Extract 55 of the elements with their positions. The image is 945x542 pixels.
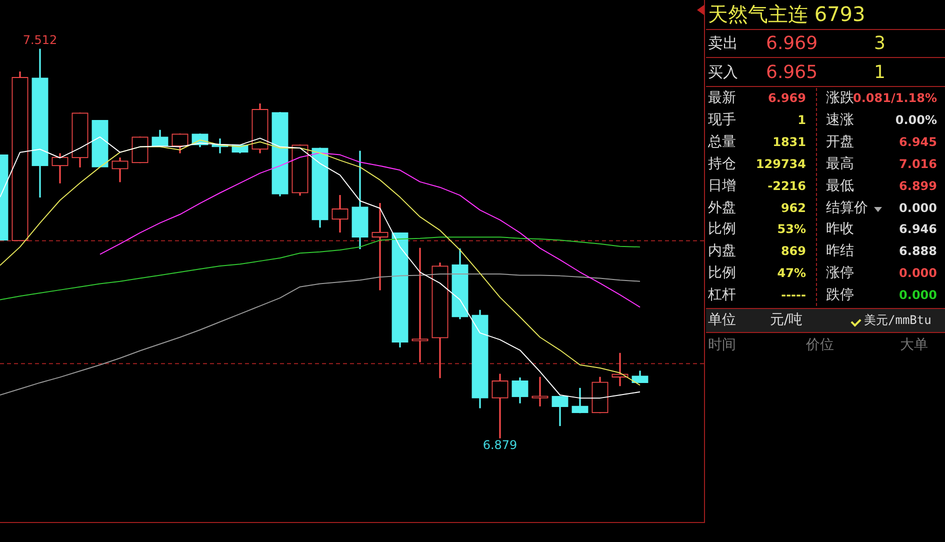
text: 杠杆 — [708, 287, 736, 304]
text: 单位 — [708, 312, 736, 328]
text: 962 — [780, 200, 806, 214]
text: 869 — [780, 244, 806, 258]
text: 129734 — [756, 156, 806, 171]
text: 内盘 — [708, 243, 736, 260]
text: ----- — [781, 288, 806, 302]
text: 昨收 — [826, 221, 854, 238]
text: 1 — [798, 112, 806, 127]
text: 1 — [874, 62, 886, 83]
text: 53% — [777, 222, 806, 236]
text: 跌停 — [826, 287, 854, 304]
text: 0.000 — [899, 266, 937, 280]
text: 7.016 — [899, 156, 937, 171]
text: 比例 — [708, 265, 736, 282]
text: 6.946 — [899, 222, 937, 236]
text: 47% — [777, 266, 806, 280]
text: 0.00% — [895, 112, 937, 127]
text: 涨跌 — [826, 90, 854, 106]
text: 1831 — [772, 134, 806, 149]
text: 卖出 — [708, 34, 738, 52]
text: 买入 — [708, 63, 738, 81]
text: 价位 — [806, 337, 834, 353]
text: 外盘 — [708, 200, 736, 216]
text: 6.965 — [766, 62, 818, 83]
text: 比例 — [708, 221, 736, 238]
text: 现手 — [708, 112, 736, 128]
annotation: 6.879 — [482, 438, 518, 452]
text: 0.000 — [899, 288, 937, 302]
text: 结算价 — [826, 200, 868, 216]
text: 最高 — [826, 156, 854, 172]
text: 最低 — [826, 178, 854, 194]
text: 元/吨 — [770, 312, 803, 328]
text: 日增 — [708, 178, 736, 194]
text: 速涨 — [826, 112, 854, 128]
text: 天然气主连 6793 — [708, 2, 866, 26]
text: 6.888 — [899, 244, 937, 258]
text: 3 — [874, 33, 886, 54]
text: 持仓 — [708, 156, 736, 172]
text: 6.945 — [899, 134, 937, 149]
text: 6.899 — [899, 178, 937, 193]
text: 最新 — [708, 90, 736, 106]
annotation: 7.512 — [22, 33, 58, 48]
text: 总量 — [708, 134, 736, 150]
text: 开盘 — [826, 134, 854, 150]
text: 0.000 — [899, 200, 937, 214]
text: 大单 — [900, 337, 928, 353]
text: 涨停 — [826, 265, 854, 282]
text: 6.969 — [766, 33, 818, 54]
text: 时间 — [708, 337, 736, 353]
text: 6.969 — [768, 91, 806, 105]
text: 美元/mmBtu — [864, 313, 932, 327]
text: 昨结 — [826, 243, 854, 260]
text: 0.081/1.18% — [853, 91, 937, 105]
text: -2216 — [768, 178, 806, 193]
